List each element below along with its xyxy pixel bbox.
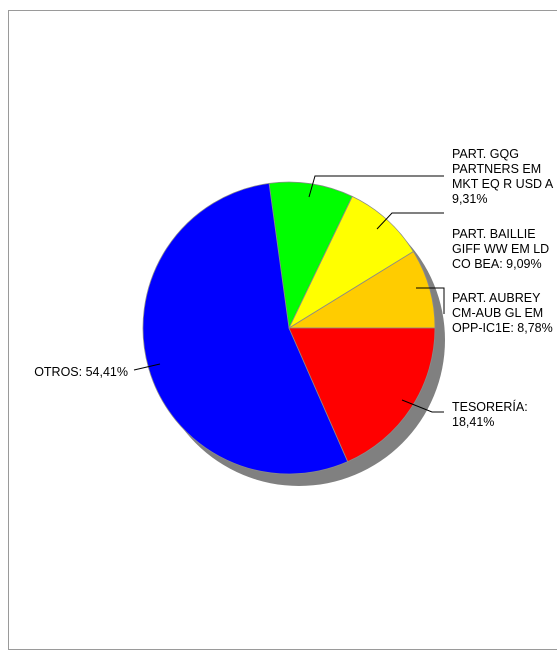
slice-label-1-line-2: CO BEA: 9,09% <box>452 257 542 271</box>
leader-line-0 <box>416 287 445 314</box>
slice-label-4: TESORERÍA: 18,41% <box>452 399 528 429</box>
slice-label-1: PART. BAILLIE GIFF WW EM LD CO BEA: 9,09% <box>452 227 549 271</box>
slice-label-3-line-0: OTROS: 54,41% <box>34 365 128 379</box>
slice-label-4-line-1: 18,41% <box>452 415 494 429</box>
pie-slice-4 <box>288 327 436 463</box>
slice-label-3: OTROS: 54,41% <box>34 365 128 379</box>
slice-label-2: PART. GQG PARTNERS EM MKT EQ R USD A 9,31% <box>452 147 554 206</box>
slice-label-2-line-3: 9,31% <box>452 192 487 206</box>
leader-line-4 <box>401 399 444 413</box>
slice-label-4-line-0: TESORERÍA: <box>452 399 528 414</box>
pie-slice-3 <box>142 182 349 475</box>
leader-line-1 <box>376 212 444 230</box>
leader-line-2 <box>308 175 444 198</box>
pie-slice-1 <box>288 195 414 330</box>
pie-slice-2 <box>268 181 353 330</box>
slice-label-1-line-1: GIFF WW EM LD <box>452 242 549 256</box>
slice-label-2-line-0: PART. GQG <box>452 147 519 161</box>
slice-label-0-line-2: OPP-IC1E: 8,78% <box>452 321 553 335</box>
slice-label-0-line-0: PART. AUBREY <box>452 291 541 305</box>
slice-label-2-line-1: PARTNERS EM <box>452 162 541 176</box>
slice-label-2-line-2: MKT EQ R USD A <box>452 177 554 191</box>
slice-label-1-line-0: PART. BAILLIE <box>452 227 536 241</box>
leader-line-3 <box>133 363 161 371</box>
slice-label-0-line-1: CM-AUB GL EM <box>452 306 543 320</box>
slice-label-0: PART. AUBREY CM-AUB GL EM OPP-IC1E: 8,78% <box>452 291 553 335</box>
